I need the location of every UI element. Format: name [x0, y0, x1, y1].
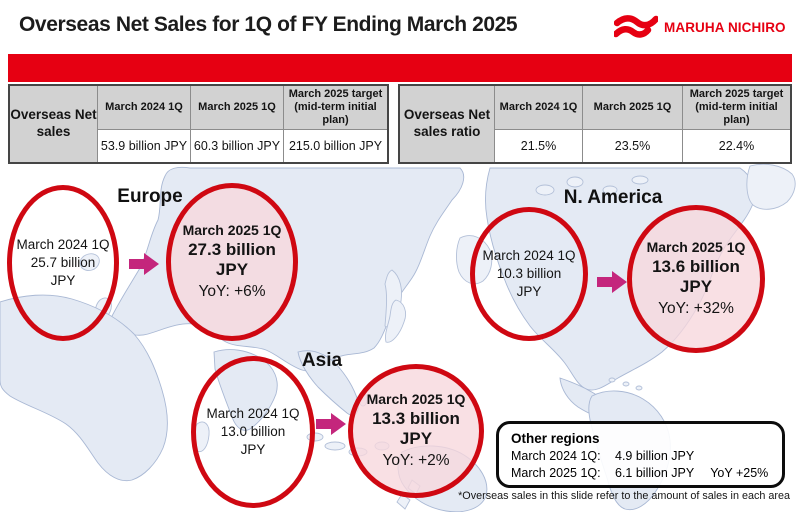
footnote: *Overseas sales in this slide refer to t… [458, 490, 790, 502]
logo: MARUHA NICHIRO [614, 14, 786, 40]
europe-prior-circle: March 2024 1Q 25.7 billion JPY [7, 185, 119, 341]
arrow-right-icon [597, 271, 627, 293]
europe-current-value: 27.3 billion [188, 239, 276, 259]
net-sales-ratio-table-label: Overseas Net sales ratio [400, 86, 495, 162]
maruha-wave-icon [614, 15, 658, 38]
n-america-current-value: 13.6 billion [652, 256, 740, 276]
net-sales-table: Overseas Net sales March 2024 1Q March 2… [8, 84, 389, 164]
ratio-value-1: 21.5% [495, 130, 583, 162]
asia-current-unit: JPY [399, 429, 433, 449]
europe-prior-value: 25.7 billion [30, 255, 96, 271]
europe-current-unit: JPY [215, 260, 249, 280]
n-america-prior-period: March 2024 1Q [482, 248, 576, 264]
asia-current-value: 13.3 billion [372, 408, 460, 428]
n-america-prior-unit: JPY [516, 283, 542, 299]
n-america-current-period: March 2025 1Q [646, 239, 746, 256]
europe-prior-period: March 2024 1Q [16, 237, 110, 253]
asia-prior-unit: JPY [240, 441, 266, 457]
net-sales-col-header-3: March 2025 target (mid-term initial plan… [284, 86, 387, 130]
arrow-right-icon [129, 253, 159, 275]
net-sales-col-header-1: March 2024 1Q [98, 86, 191, 130]
net-sales-value-3: 215.0 billion JPY [284, 130, 387, 162]
n-america-current-unit: JPY [679, 277, 713, 297]
ratio-value-3: 22.4% [683, 130, 790, 162]
region-label-europe: Europe [117, 186, 183, 207]
asia-prior-circle: March 2024 1Q 13.0 billion JPY [191, 356, 315, 508]
asia-prior-period: March 2024 1Q [206, 406, 300, 422]
n-america-prior-value: 10.3 billion [496, 266, 562, 282]
other-regions-2025-yoy: YoY +25% [710, 466, 769, 481]
arrow-shape [597, 271, 627, 293]
net-sales-value-2: 60.3 billion JPY [191, 130, 284, 162]
other-regions-2024-label: March 2024 1Q: [511, 448, 601, 463]
region-label-n-america: N. America [563, 187, 663, 208]
net-sales-ratio-table: Overseas Net sales ratio March 2024 1Q M… [398, 84, 792, 164]
asia-current-circle: March 2025 1Q 13.3 billion JPY YoY: +2% [348, 364, 484, 498]
net-sales-table-label: Overseas Net sales [10, 86, 98, 162]
asia-yoy: YoY: +2% [382, 451, 450, 469]
other-regions-2025-label: March 2025 1Q: [511, 466, 601, 481]
region-label-asia: Asia [301, 350, 343, 371]
page-title: Overseas Net Sales for 1Q of FY Ending M… [19, 13, 518, 36]
n-america-prior-circle: March 2024 1Q 10.3 billion JPY [470, 207, 588, 341]
other-regions-2024-value: 4.9 billion JPY [615, 448, 695, 463]
net-sales-col-header-2: March 2025 1Q [191, 86, 284, 130]
accent-bar [8, 54, 792, 82]
other-regions-box: Other regions March 2024 1Q: 4.9 billion… [496, 421, 785, 488]
arrow-shape [316, 413, 346, 435]
logo-text: MARUHA NICHIRO [664, 19, 786, 35]
asia-prior-value: 13.0 billion [220, 424, 286, 440]
ratio-col-header-3: March 2025 target (mid-term initial plan… [683, 86, 790, 130]
n-america-yoy: YoY: +32% [658, 299, 734, 317]
n-america-current-circle: March 2025 1Q 13.6 billion JPY YoY: +32% [627, 205, 765, 353]
other-regions-2025-value: 6.1 billion JPY [615, 466, 695, 481]
arrow-right-icon [316, 413, 346, 435]
other-regions-row-2024: March 2024 1Q: 4.9 billion JPY [511, 448, 770, 466]
ratio-value-2: 23.5% [583, 130, 683, 162]
ratio-col-header-2: March 2025 1Q [583, 86, 683, 130]
ratio-col-header-1: March 2024 1Q [495, 86, 583, 130]
europe-yoy: YoY: +6% [198, 282, 266, 300]
other-regions-title: Other regions [511, 431, 600, 446]
arrow-shape [129, 253, 159, 275]
europe-current-period: March 2025 1Q [182, 222, 282, 239]
europe-current-circle: March 2025 1Q 27.3 billion JPY YoY: +6% [166, 183, 298, 341]
europe-prior-unit: JPY [50, 272, 76, 288]
other-regions-row-2025: March 2025 1Q: 6.1 billion JPY YoY +25% [511, 465, 770, 483]
asia-current-period: March 2025 1Q [366, 391, 466, 408]
net-sales-value-1: 53.9 billion JPY [98, 130, 191, 162]
